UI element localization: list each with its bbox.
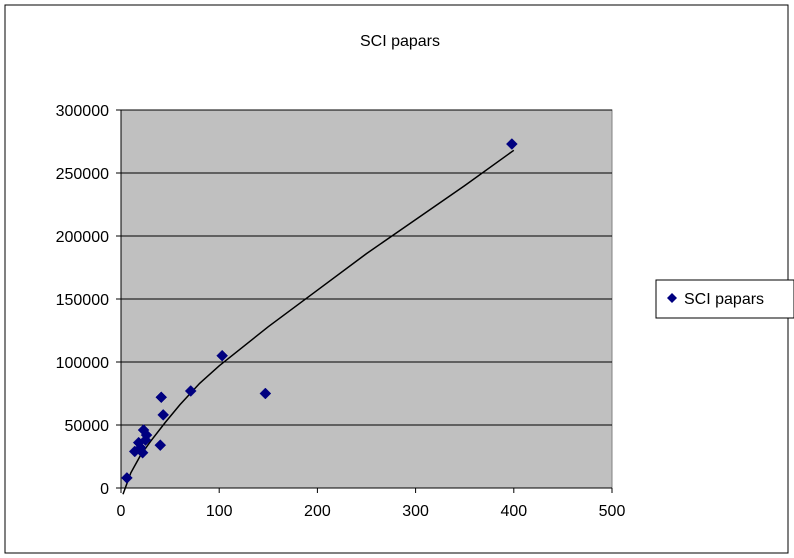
- data-point: [136, 446, 149, 459]
- legend-marker-diamond: [667, 293, 677, 303]
- data-point: [155, 391, 168, 404]
- y-tick-label: 50000: [65, 418, 110, 435]
- gridlines: [121, 109, 612, 426]
- x-tick-label: 200: [304, 503, 331, 520]
- y-tick-label: 150000: [56, 292, 109, 309]
- y-tick-label: 0: [100, 481, 109, 498]
- x-tick-label: 500: [599, 503, 626, 520]
- y-tick-label: 300000: [56, 103, 109, 120]
- y-tick-label: 200000: [56, 229, 109, 246]
- legend-box: [655, 279, 794, 319]
- y-tick-label: 250000: [56, 166, 109, 183]
- x-tick-label: 100: [206, 503, 233, 520]
- legend-label: SCI papars: [684, 291, 764, 308]
- data-point: [154, 439, 167, 452]
- data-point: [505, 138, 518, 150]
- x-tick-label: 300: [402, 503, 429, 520]
- data-point: [157, 409, 170, 421]
- chart-title: SCI papars: [360, 33, 440, 50]
- legend: SCI papars: [655, 279, 794, 319]
- axes: 0 50000 100000 150000 200000 250000 300000 0 100…: [56, 103, 626, 520]
- data-point: [121, 472, 133, 484]
- y-tick-label: 100000: [56, 355, 109, 372]
- data-point: [216, 349, 228, 362]
- data-point: [184, 385, 197, 397]
- x-tick-label: 400: [500, 503, 527, 520]
- data-point: [259, 387, 272, 400]
- data-points: [121, 138, 518, 484]
- x-tick-label: 0: [117, 503, 126, 520]
- data-point: [140, 429, 153, 441]
